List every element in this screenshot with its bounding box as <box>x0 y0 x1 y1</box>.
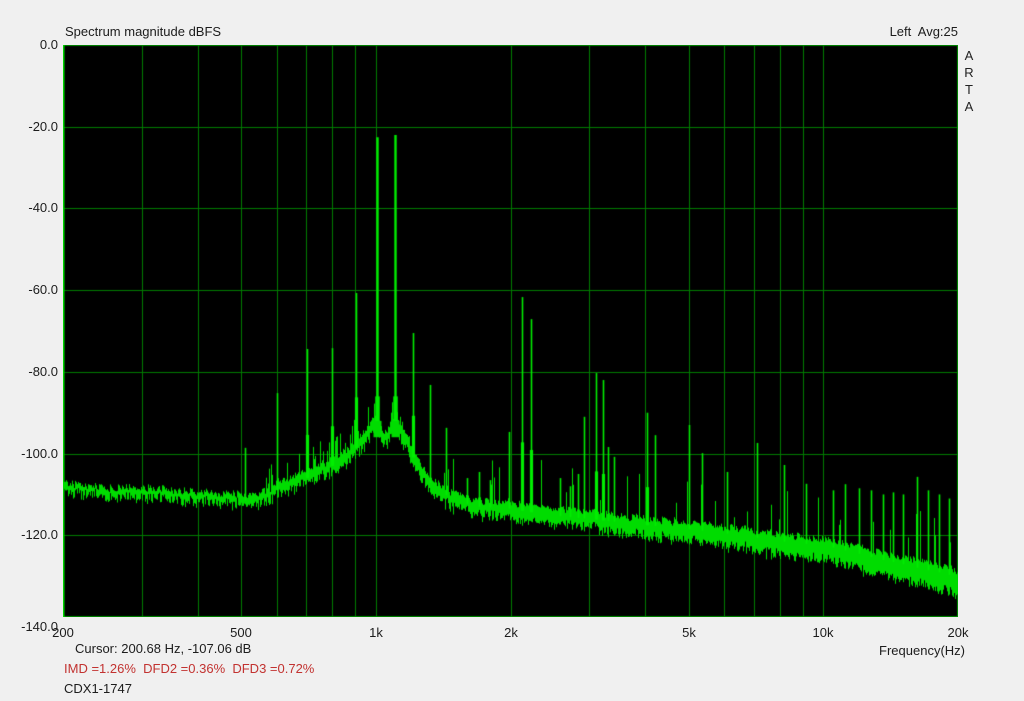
y-axis-tick: 0.0 <box>39 37 58 52</box>
y-axis-tick: -60.0 <box>28 282 58 298</box>
x-axis-tick: 2k <box>504 625 518 640</box>
x-axis-tick: 20k <box>947 625 969 640</box>
x-axis-label: Frequency(Hz) <box>879 643 965 658</box>
distortion-readout: IMD =1.26% DFD2 =0.36% DFD3 =0.72% <box>64 661 315 676</box>
spectrum-plot-canvas[interactable] <box>63 45 958 617</box>
channel-average-readout: Left Avg:25 <box>889 24 958 39</box>
y-axis-tick: -140.0 <box>21 619 58 634</box>
y-axis-tick: -40.0 <box>28 200 58 216</box>
x-axis-tick: 500 <box>230 625 252 640</box>
y-axis-tick: -80.0 <box>28 363 58 379</box>
y-axis-tick: -100.0 <box>21 445 58 461</box>
x-axis-tick: 5k <box>682 625 696 640</box>
x-axis-tick: 200 <box>52 625 74 640</box>
x-axis-tick: 10k <box>812 625 834 640</box>
cursor-readout: Cursor: 200.68 Hz, -107.06 dB <box>75 641 252 656</box>
y-axis-tick: -120.0 <box>21 527 58 543</box>
x-axis-tick: 1k <box>369 625 383 640</box>
device-label: CDX1-1747 <box>64 681 132 696</box>
y-axis-tick: -20.0 <box>28 118 58 134</box>
plot-title: Spectrum magnitude dBFS <box>65 24 222 39</box>
